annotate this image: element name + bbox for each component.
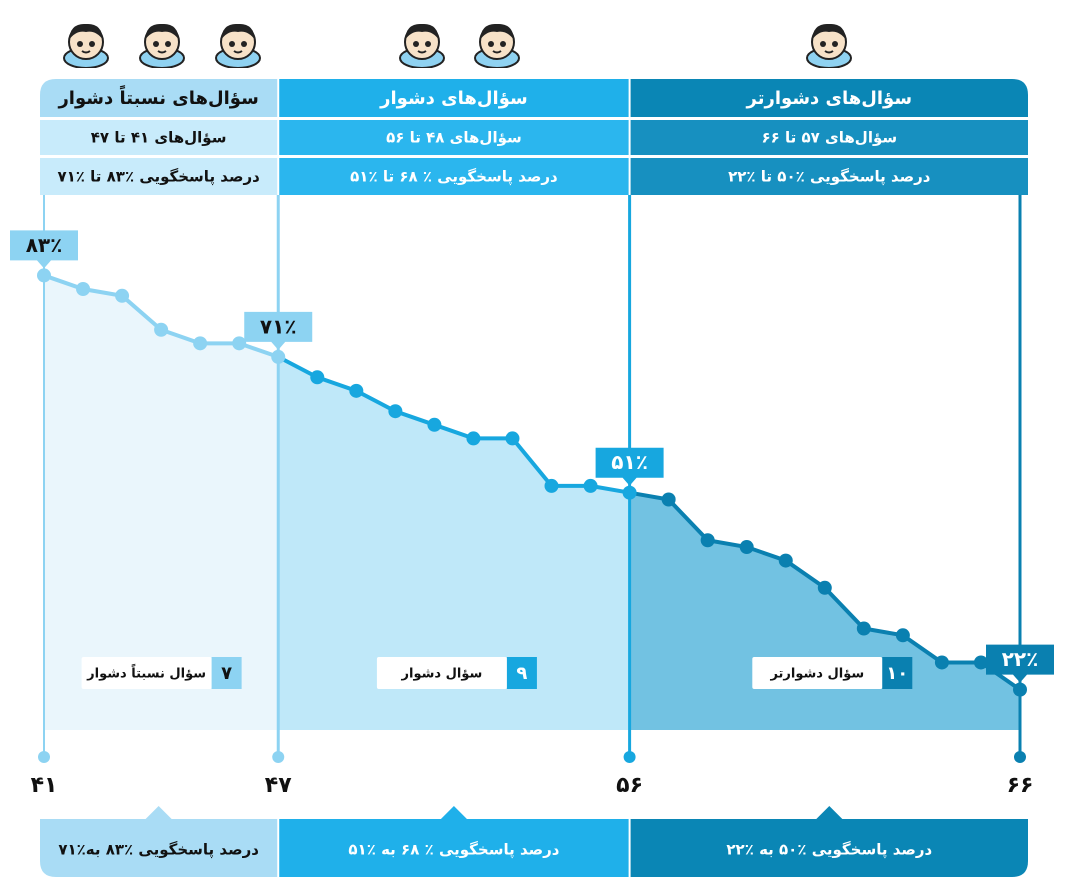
count: ۷: [221, 663, 232, 684]
summary: درصد پاسخگویی ٪۵۰ به ٪۲۲: [726, 841, 932, 860]
value-label: ۵۱٪: [611, 450, 648, 474]
point: [974, 655, 988, 669]
tick-dot: [624, 751, 636, 763]
point: [349, 384, 363, 398]
header-range: سؤال‌های ۴۱ تا ۴۷: [91, 129, 227, 147]
x-tick-label: ۵۶: [616, 773, 643, 798]
point: [37, 268, 51, 282]
x-tick-label: ۶۶: [1007, 773, 1034, 798]
point: [779, 554, 793, 568]
page: ۴۱ ۴۷ ۵۶ ۶۶ ۸۳٪ ۷۱٪ ۵۱٪ ۲۲٪ سؤال‌های نسبتاً دشوا…: [0, 0, 1068, 879]
header-percent: درصد پاسخگویی ٪۵۰ تا ٪۲۲: [728, 168, 931, 187]
point: [505, 431, 519, 445]
point: [76, 282, 90, 296]
point: [701, 533, 715, 547]
point: [935, 655, 949, 669]
summary-pointer: [440, 806, 468, 820]
point: [427, 418, 441, 432]
count-label: سؤال نسبتاً دشوار: [86, 664, 206, 682]
header-percent: درصد پاسخگویی ٪۸۳ تا ٪۷۱: [57, 168, 260, 187]
tick-dot: [272, 751, 284, 763]
point: [623, 486, 637, 500]
summary: درصد پاسخگویی ٪ ۶۸ به ٪۵۱: [348, 841, 559, 860]
header-title: سؤال‌های دشوارتر: [746, 88, 913, 109]
point: [271, 350, 285, 364]
point: [1013, 683, 1027, 697]
point: [545, 479, 559, 493]
header-title: سؤال‌های نسبتاً دشوار: [57, 85, 258, 109]
value-label: ۷۱٪: [260, 314, 297, 338]
point: [662, 493, 676, 507]
value-label: ۸۳٪: [26, 233, 63, 257]
count: ۱۰: [886, 663, 908, 684]
header-title: سؤال‌های دشوار: [379, 88, 528, 109]
point: [232, 336, 246, 350]
point: [310, 370, 324, 384]
count: ۹: [516, 663, 527, 684]
icons: [64, 24, 851, 68]
summary: درصد پاسخگویی ٪۸۳ به٪۷۱: [58, 841, 259, 860]
header-range: سؤال‌های ۵۷ تا ۶۶: [761, 129, 897, 147]
point: [154, 323, 168, 337]
point: [388, 404, 402, 418]
tick-dot: [38, 751, 50, 763]
summary-pointer: [815, 806, 843, 820]
point: [466, 431, 480, 445]
point: [896, 628, 910, 642]
summary-pointer: [145, 806, 173, 820]
header-range: سؤال‌های ۴۸ تا ۵۶: [386, 129, 522, 147]
point: [584, 479, 598, 493]
point: [115, 289, 129, 303]
count-label: سؤال دشوار: [401, 667, 483, 682]
value-label: ۲۲٪: [1002, 647, 1039, 671]
point: [857, 622, 871, 636]
count-label: سؤال دشوارتر: [769, 667, 864, 682]
x-tick-label: ۴۷: [265, 773, 292, 798]
point: [193, 336, 207, 350]
tick-dot: [1014, 751, 1026, 763]
area: [630, 493, 1020, 730]
x-tick-label: ۴۱: [31, 773, 58, 798]
point: [740, 540, 754, 554]
chart: ۴۱ ۴۷ ۵۶ ۶۶ ۸۳٪ ۷۱٪ ۵۱٪ ۲۲٪ سؤال‌های نسبتاً دشوا…: [0, 0, 1068, 879]
point: [818, 581, 832, 595]
header-percent: درصد پاسخگویی ٪ ۶۸ تا ٪۵۱: [350, 168, 558, 187]
